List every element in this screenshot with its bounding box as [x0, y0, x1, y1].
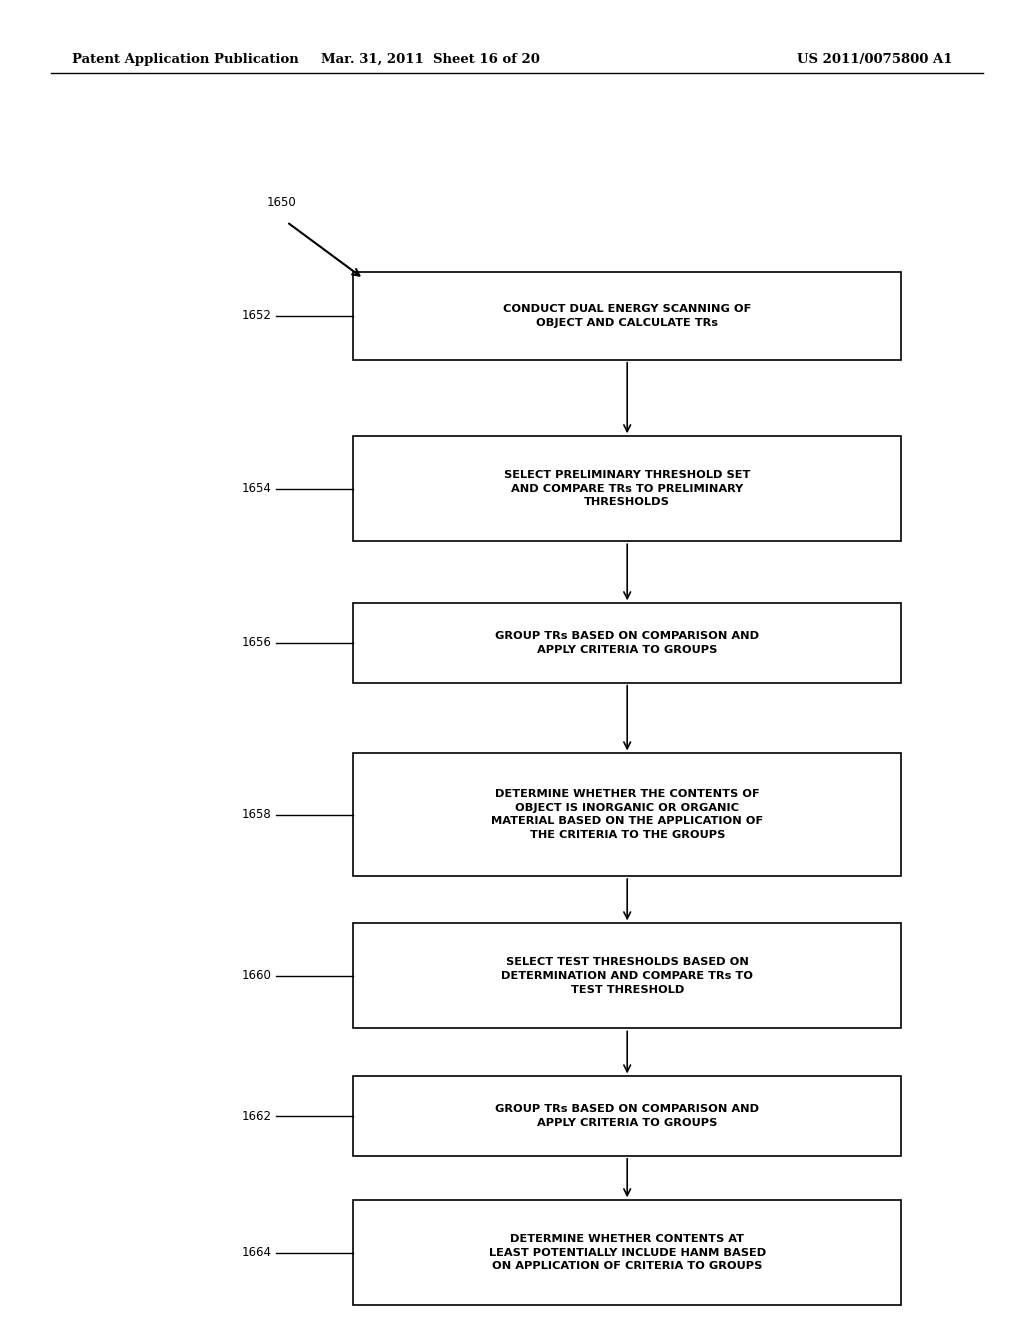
Text: DETERMINE WHETHER THE CONTENTS OF
OBJECT IS INORGANIC OR ORGANIC
MATERIAL BASED : DETERMINE WHETHER THE CONTENTS OF OBJECT…	[492, 789, 763, 840]
Bar	[353, 272, 901, 359]
Bar	[353, 1200, 901, 1305]
Text: 1656: 1656	[242, 636, 271, 649]
Text: 1662: 1662	[242, 1110, 271, 1122]
Text: SELECT PRELIMINARY THRESHOLD SET
AND COMPARE TRs TO PRELIMINARY
THRESHOLDS: SELECT PRELIMINARY THRESHOLD SET AND COM…	[504, 470, 751, 507]
Text: Mar. 31, 2011  Sheet 16 of 20: Mar. 31, 2011 Sheet 16 of 20	[321, 53, 540, 66]
Bar	[353, 1076, 901, 1156]
Text: DETERMINE WHETHER CONTENTS AT
LEAST POTENTIALLY INCLUDE HANM BASED
ON APPLICATIO: DETERMINE WHETHER CONTENTS AT LEAST POTE…	[488, 1234, 766, 1271]
Text: GROUP TRs BASED ON COMPARISON AND
APPLY CRITERIA TO GROUPS: GROUP TRs BASED ON COMPARISON AND APPLY …	[496, 631, 759, 655]
Bar	[353, 924, 901, 1028]
Text: 1654: 1654	[242, 482, 271, 495]
Text: US 2011/0075800 A1: US 2011/0075800 A1	[797, 53, 952, 66]
Bar	[353, 603, 901, 682]
Text: 1658: 1658	[242, 808, 271, 821]
Text: 1652: 1652	[242, 309, 271, 322]
Bar	[353, 436, 901, 541]
Text: 1650: 1650	[266, 195, 296, 209]
Text: SELECT TEST THRESHOLDS BASED ON
DETERMINATION AND COMPARE TRs TO
TEST THRESHOLD: SELECT TEST THRESHOLDS BASED ON DETERMIN…	[501, 957, 754, 994]
Text: CONDUCT DUAL ENERGY SCANNING OF
OBJECT AND CALCULATE TRs: CONDUCT DUAL ENERGY SCANNING OF OBJECT A…	[503, 304, 752, 327]
Bar	[353, 754, 901, 876]
Text: Patent Application Publication: Patent Application Publication	[72, 53, 298, 66]
Text: 1664: 1664	[242, 1246, 271, 1259]
Text: GROUP TRs BASED ON COMPARISON AND
APPLY CRITERIA TO GROUPS: GROUP TRs BASED ON COMPARISON AND APPLY …	[496, 1105, 759, 1127]
Text: 1660: 1660	[242, 969, 271, 982]
